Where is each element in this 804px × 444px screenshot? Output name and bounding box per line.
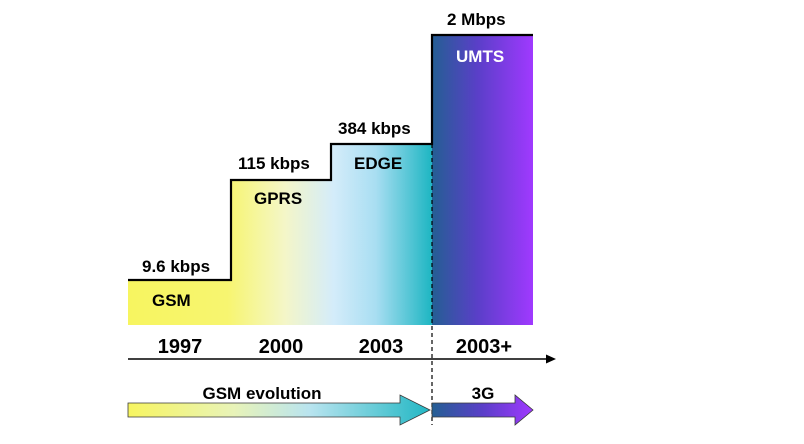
speed-label-gprs: 115 kbps [238,154,310,173]
speed-label-umts: 2 Mbps [447,10,506,29]
gsm-evolution-label: GSM evolution [203,384,322,403]
gsm-evolution-arrow [127,394,431,426]
speed-label-gsm: 9.6 kbps [142,257,210,276]
tech-label-gprs: GPRS [254,189,302,208]
year-label-2003-plus: 2003+ [456,336,512,358]
speed-label-edge: 384 kbps [338,119,411,138]
3g-arrow [431,394,534,426]
year-label-2000: 2000 [259,336,304,358]
staircase-outline [128,33,533,282]
3g-label: 3G [472,384,495,403]
year-label-2003: 2003 [359,336,404,358]
umts-area [432,35,533,325]
year-label-1997: 1997 [158,336,203,358]
timeline-arrowhead [546,354,556,364]
gsm-evolution-area [128,144,432,325]
tech-label-umts: UMTS [456,47,504,66]
tech-label-gsm: GSM [152,291,191,310]
tech-label-edge: EDGE [354,154,402,173]
